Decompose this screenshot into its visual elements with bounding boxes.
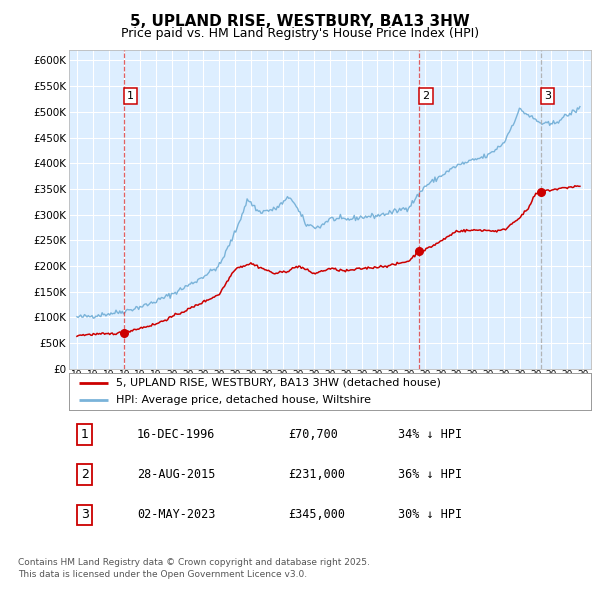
Text: £231,000: £231,000 [288,468,345,481]
Text: 28-AUG-2015: 28-AUG-2015 [137,468,215,481]
Text: 5, UPLAND RISE, WESTBURY, BA13 3HW (detached house): 5, UPLAND RISE, WESTBURY, BA13 3HW (deta… [116,378,441,388]
Text: 1: 1 [127,91,134,101]
Text: 3: 3 [81,508,89,522]
Text: 2: 2 [81,468,89,481]
Text: Price paid vs. HM Land Registry's House Price Index (HPI): Price paid vs. HM Land Registry's House … [121,27,479,40]
Text: 16-DEC-1996: 16-DEC-1996 [137,428,215,441]
Text: Contains HM Land Registry data © Crown copyright and database right 2025.
This d: Contains HM Land Registry data © Crown c… [18,558,370,579]
Text: 3: 3 [544,91,551,101]
Text: £70,700: £70,700 [288,428,338,441]
Text: 2: 2 [422,91,430,101]
Text: 34% ↓ HPI: 34% ↓ HPI [398,428,462,441]
Text: 02-MAY-2023: 02-MAY-2023 [137,508,215,522]
Text: 5, UPLAND RISE, WESTBURY, BA13 3HW: 5, UPLAND RISE, WESTBURY, BA13 3HW [130,14,470,28]
Text: 30% ↓ HPI: 30% ↓ HPI [398,508,462,522]
Text: 36% ↓ HPI: 36% ↓ HPI [398,468,462,481]
Text: HPI: Average price, detached house, Wiltshire: HPI: Average price, detached house, Wilt… [116,395,371,405]
Text: £345,000: £345,000 [288,508,345,522]
Text: 1: 1 [81,428,89,441]
